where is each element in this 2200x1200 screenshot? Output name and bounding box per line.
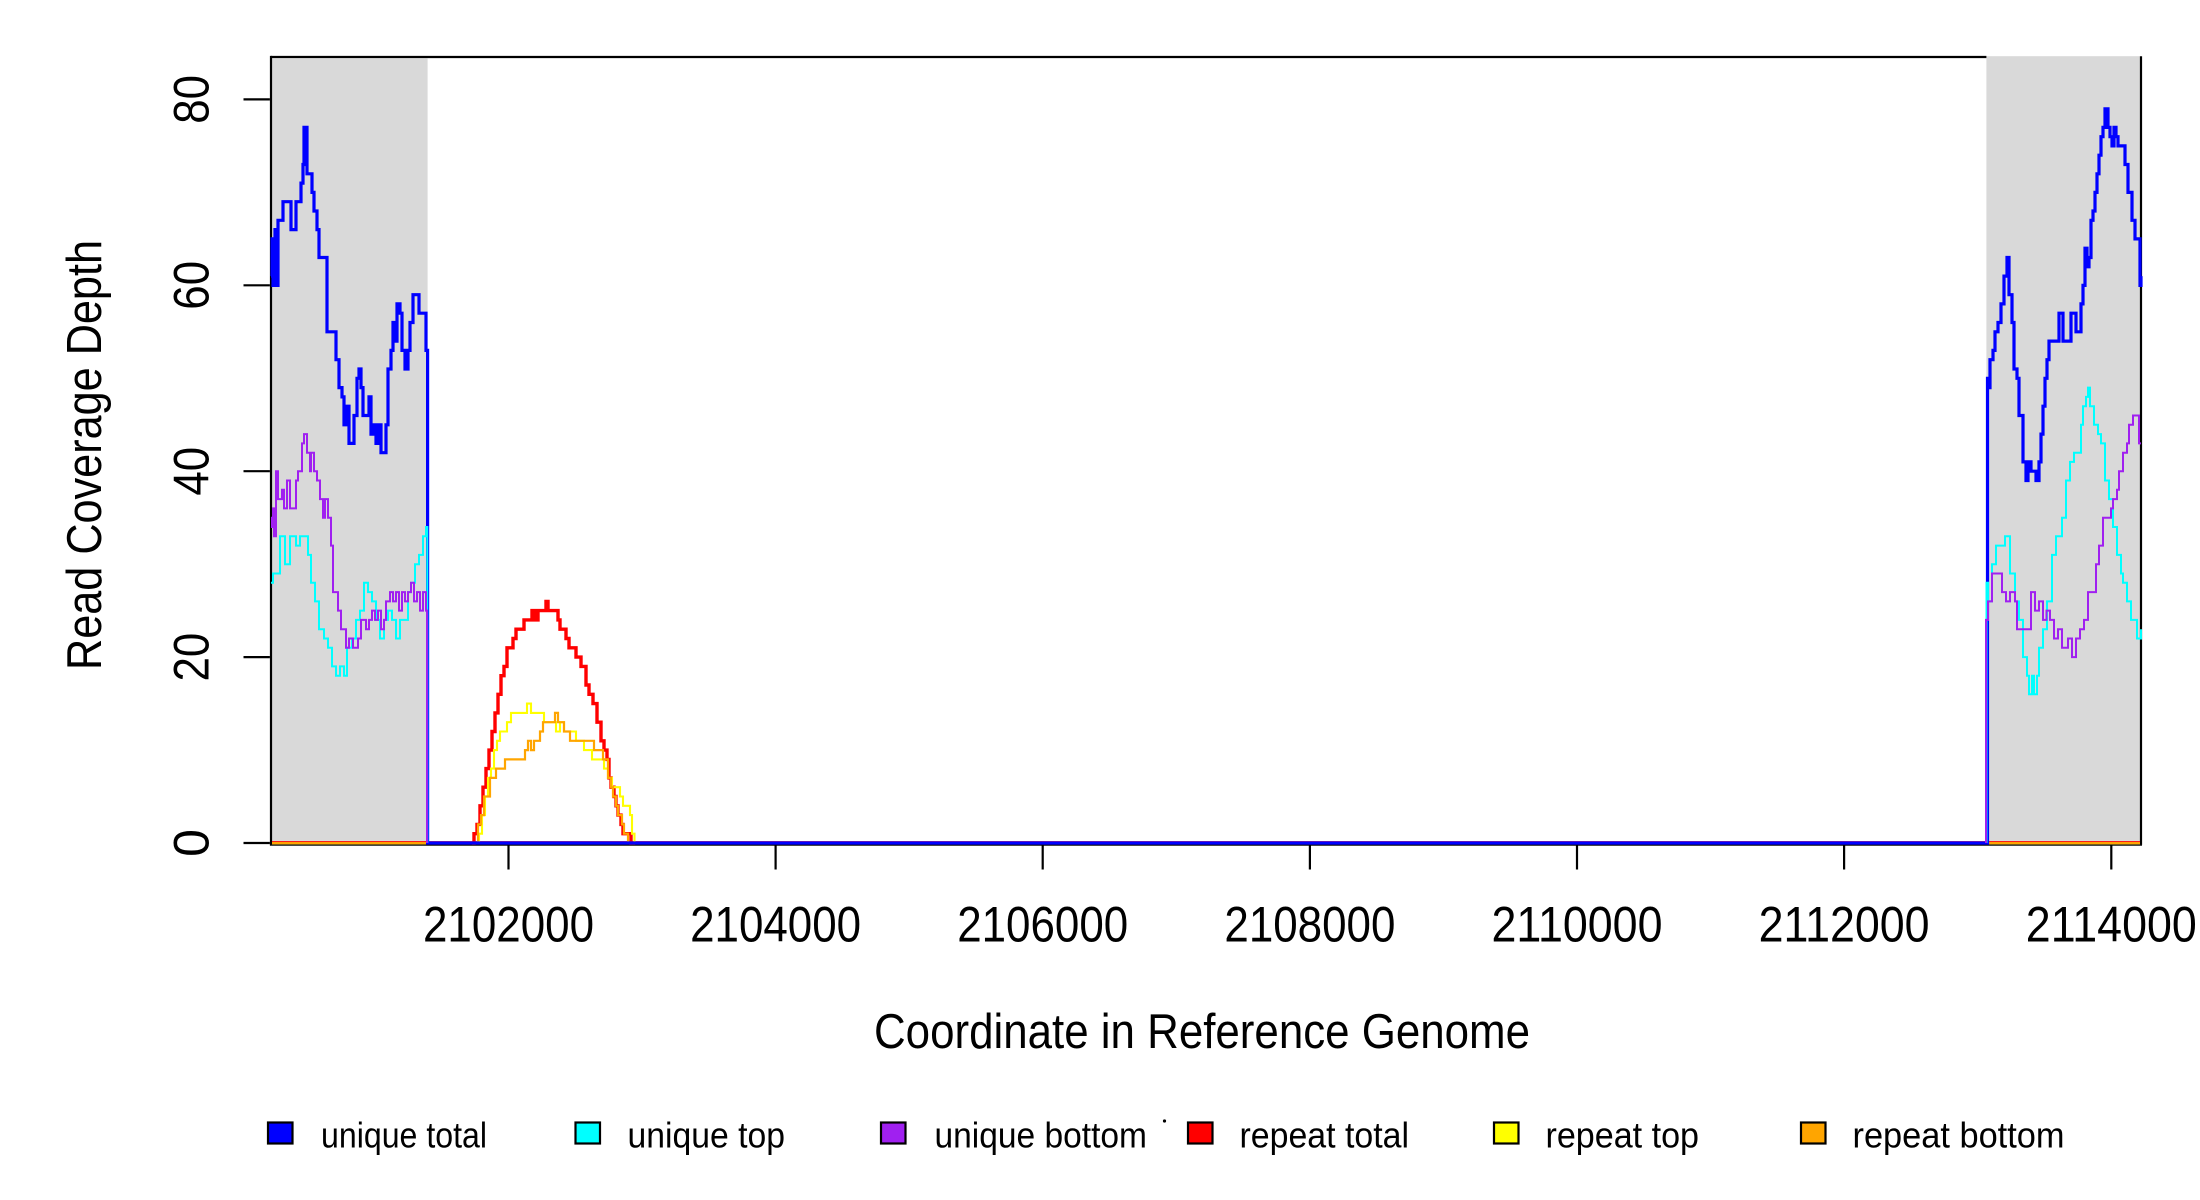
svg-text:2110000: 2110000 [1492, 897, 1663, 953]
svg-text:Coordinate in Reference Genome: Coordinate in Reference Genome [874, 1005, 1530, 1059]
svg-text:80: 80 [163, 75, 219, 124]
svg-text:2108000: 2108000 [1224, 897, 1395, 953]
svg-text:2102000: 2102000 [423, 897, 594, 953]
svg-text:2114000: 2114000 [2026, 897, 2197, 953]
svg-text:repeat bottom: repeat bottom [1853, 1115, 2065, 1156]
svg-text:0: 0 [163, 829, 219, 857]
svg-text:unique top: unique top [628, 1115, 786, 1156]
svg-text:60: 60 [163, 261, 219, 310]
svg-text:repeat top: repeat top [1546, 1115, 1700, 1156]
svg-text:2112000: 2112000 [1759, 897, 1930, 953]
svg-text:2104000: 2104000 [690, 897, 861, 953]
svg-text:unique bottom: unique bottom [935, 1115, 1148, 1156]
svg-text:unique total: unique total [321, 1115, 487, 1156]
svg-text:20: 20 [163, 633, 219, 682]
svg-text:40: 40 [163, 447, 219, 496]
svg-text:2106000: 2106000 [957, 897, 1128, 953]
svg-text:Read Coverage Depth: Read Coverage Depth [58, 240, 112, 670]
svg-text:repeat total: repeat total [1240, 1115, 1410, 1156]
